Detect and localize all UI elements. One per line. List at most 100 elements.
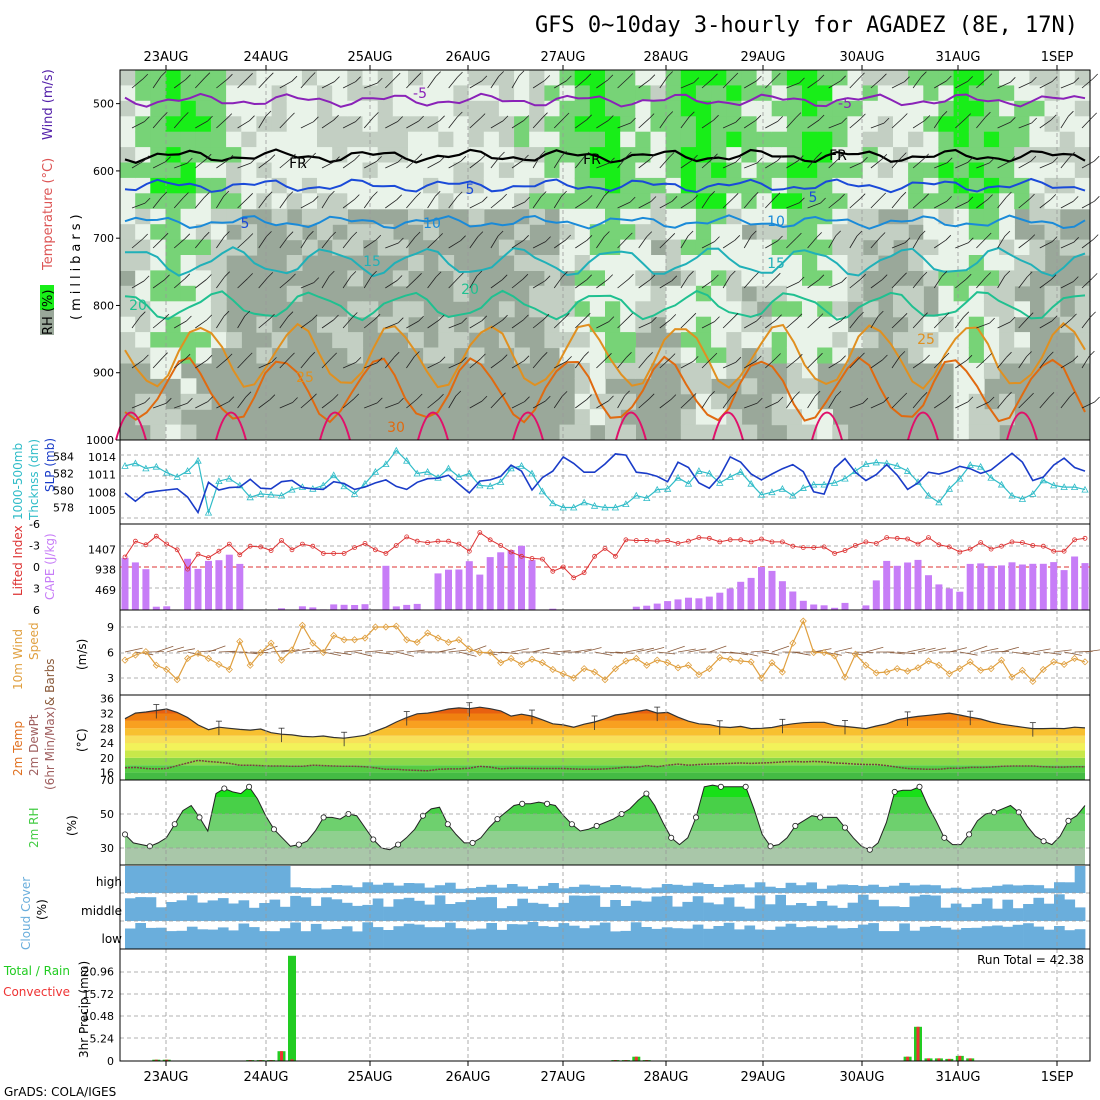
wind-barb [955,161,969,169]
wind-barb-flag [476,270,483,277]
cloud-cell [166,902,177,921]
rh-cell [817,316,833,333]
wind-barb-flag [775,72,781,79]
precip-conv-bar [958,1055,962,1061]
rh-cell [968,270,985,287]
rh-cell [877,239,894,256]
contour-label: 10 [767,214,785,230]
rh-cell [786,239,803,256]
rh-cell [332,131,348,148]
rh-cell [438,193,455,210]
wind-barb [997,396,1007,409]
wind-barb [891,277,902,289]
rh-cell [574,193,591,210]
cloud-cell [930,926,941,949]
wind-barb-flag [143,354,149,361]
cloud-cell [197,929,208,949]
precip-conv-bar [916,1026,920,1061]
rh-cell [1074,316,1091,333]
rh-cell [392,131,409,148]
wind-barb [385,280,398,289]
cloud-cell [661,895,673,921]
rh-cell [908,255,924,271]
rh-cell [529,131,545,148]
rh-cell [908,285,924,302]
rh-cell [726,224,743,241]
thickness-point [987,473,995,481]
rh-cell [726,332,743,349]
rh-gridlines [120,780,1090,865]
wind-barb [765,160,778,169]
wind-barb [955,359,968,369]
wind-barb [638,279,651,289]
thickness-point [997,480,1006,488]
rh-cell [559,70,576,86]
wind-barb-flag [524,396,530,402]
li-point [978,540,984,545]
rh-cell [650,255,667,271]
thickness-point [163,468,171,476]
wind-barb-flag [1050,274,1057,280]
rh-cell [893,131,909,148]
rh-cell [711,316,727,333]
wind10-barb [980,648,999,653]
wind-barb [912,235,921,249]
wind-barb-flag [497,230,504,237]
rh-cell [241,162,258,179]
cloud-cell [331,929,343,949]
wind-barb-flag [543,313,550,320]
wind-barb [807,202,821,209]
rh-cell [195,393,212,410]
precip-conv-bar [968,1058,972,1061]
rh-cell [120,177,136,194]
wind-barb [427,238,438,249]
wind-barb-flag [757,397,763,404]
wind-barb-flag [562,271,568,277]
wind-barb-flag [142,73,149,80]
cloud-level-label: low [102,932,123,946]
rh-cell [1074,70,1091,86]
li-point [122,554,128,560]
wind-barb [300,319,313,329]
wind-barb [786,237,797,249]
wind-barb-flag [712,73,718,80]
wind-speed-point [664,659,672,667]
rh-cell [347,270,364,287]
rh-cell [559,100,576,117]
rh-cell [680,85,697,102]
rh-cell [786,362,803,379]
cloud-cell [1023,923,1034,949]
wind-barb-flag [246,352,253,359]
wind-barb [976,277,986,289]
rh-cell [832,193,849,210]
wind-barb [131,160,145,169]
wind10-barb [959,651,978,656]
rh-cell [908,70,924,86]
wind-barb [680,398,692,409]
wind-speed-point [1008,673,1016,681]
wind10-barb [636,647,654,653]
wind-barb-flag [902,113,908,119]
cloud-cell [950,929,962,949]
cloud-cell [125,928,136,949]
temp-label-4: (°C) [75,728,89,752]
rh-cell [695,378,712,395]
wind-barb-flag [461,317,467,324]
cloud-cell [238,900,250,921]
wind-barb [786,160,799,169]
rh-cell [241,116,258,133]
rh-cell [362,131,379,148]
cloud-cell [486,897,497,921]
rh-cell [862,100,879,117]
rh-cell [786,85,803,102]
thickness-point [517,462,526,469]
cloud-cell [228,866,239,893]
wind-barb [680,275,689,289]
wind-barb-flag [434,191,441,197]
wind-barb [828,198,840,209]
wind-barb [195,158,207,169]
rh-cell [680,224,697,241]
cloud-cell [744,887,756,893]
rh-cell [726,285,743,302]
wind-barb [701,241,715,249]
